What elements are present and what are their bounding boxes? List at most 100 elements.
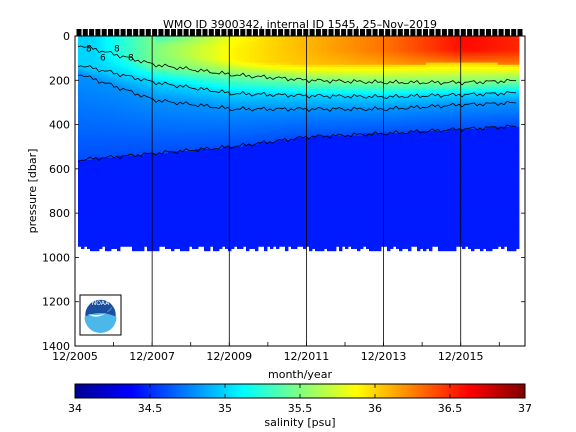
salinity-cell: [135, 124, 139, 128]
salinity-cell: [111, 241, 115, 245]
salinity-cell: [108, 109, 112, 112]
salinity-cell: [90, 215, 94, 218]
salinity-cell: [117, 58, 121, 61]
salinity-cell: [84, 120, 88, 123]
salinity-cell: [84, 230, 88, 234]
salinity-cell: [87, 199, 91, 203]
salinity-cell: [111, 142, 115, 145]
salinity-cell: [162, 244, 166, 247]
salinity-cell: [99, 153, 103, 156]
salinity-cell: [153, 98, 157, 101]
salinity-cell: [153, 146, 157, 150]
salinity-cell: [99, 78, 103, 81]
salinity-cell: [96, 86, 100, 90]
salinity-cell: [132, 166, 136, 170]
salinity-cell: [102, 120, 106, 123]
salinity-cell: [138, 157, 142, 161]
salinity-cell: [156, 80, 160, 83]
salinity-cell: [132, 133, 136, 137]
salinity-cell: [90, 246, 94, 249]
salinity-cell: [111, 64, 115, 68]
salinity-cell: [81, 137, 85, 141]
salinity-cell: [84, 222, 88, 225]
salinity-cell: [114, 78, 118, 81]
salinity-cell: [156, 193, 160, 196]
salinity-cell: [96, 237, 100, 241]
salinity-cell: [114, 233, 118, 236]
salinity-cell: [147, 175, 151, 179]
salinity-cell: [90, 157, 94, 161]
salinity-cell: [129, 191, 133, 194]
salinity-cell: [165, 133, 169, 137]
salinity-cell: [132, 157, 136, 161]
salinity-cell: [87, 47, 91, 50]
salinity-cell: [117, 49, 121, 52]
salinity-cell: [93, 75, 97, 79]
salinity-cell: [117, 210, 121, 214]
salinity-cell: [156, 42, 160, 46]
salinity-cell: [84, 144, 88, 148]
salinity-cell: [81, 104, 85, 108]
salinity-cell: [90, 104, 94, 108]
salinity-cell: [117, 84, 121, 88]
salinity-cell: [132, 182, 136, 185]
salinity-cell: [90, 131, 94, 134]
salinity-cell: [138, 42, 142, 46]
salinity-cell: [135, 179, 139, 183]
salinity-cell: [117, 175, 121, 179]
salinity-cell: [129, 82, 133, 86]
salinity-cell: [102, 102, 106, 106]
salinity-cell: [78, 42, 82, 46]
salinity-cell: [108, 244, 112, 247]
salinity-cell: [144, 124, 148, 128]
salinity-cell: [159, 241, 163, 245]
salinity-cell: [186, 248, 190, 252]
salinity-cell: [132, 162, 136, 165]
salinity-cell: [159, 166, 163, 170]
salinity-cell: [165, 120, 169, 123]
salinity-cell: [84, 137, 88, 141]
salinity-cell: [162, 184, 166, 187]
salinity-cell: [132, 188, 136, 192]
salinity-cell: [156, 151, 160, 154]
salinity-cell: [81, 102, 85, 106]
salinity-cell: [81, 191, 85, 194]
salinity-cell: [90, 86, 94, 90]
salinity-cell: [81, 86, 85, 90]
salinity-cell: [84, 140, 88, 143]
salinity-cell: [126, 239, 130, 243]
salinity-cell: [96, 98, 100, 101]
salinity-cell: [126, 93, 130, 97]
salinity-cell: [141, 140, 145, 143]
salinity-cell: [159, 193, 163, 196]
salinity-cell: [84, 153, 88, 156]
salinity-cell: [96, 38, 100, 41]
salinity-cell: [111, 197, 115, 201]
salinity-cell: [78, 153, 82, 156]
salinity-cell: [138, 237, 142, 241]
salinity-cell: [135, 186, 139, 190]
salinity-cell: [162, 175, 166, 179]
salinity-cell: [156, 235, 160, 238]
salinity-cell: [84, 171, 88, 174]
salinity-cell: [90, 235, 94, 238]
salinity-cell: [141, 120, 145, 123]
salinity-cell: [162, 106, 166, 110]
salinity-cell: [108, 86, 112, 90]
salinity-cell: [141, 38, 145, 41]
salinity-cell: [144, 210, 148, 214]
salinity-cell: [114, 131, 118, 134]
salinity-cell: [153, 131, 157, 134]
salinity-cell: [102, 219, 106, 223]
salinity-cell: [150, 98, 154, 101]
salinity-cell: [108, 210, 112, 214]
salinity-cell: [114, 111, 118, 114]
salinity-cell: [141, 171, 145, 174]
salinity-cell: [111, 109, 115, 112]
salinity-cell: [93, 177, 97, 181]
salinity-cell: [138, 100, 142, 103]
salinity-cell: [114, 106, 118, 110]
salinity-cell: [87, 162, 91, 165]
salinity-cell: [144, 55, 148, 59]
salinity-cell: [156, 186, 160, 190]
